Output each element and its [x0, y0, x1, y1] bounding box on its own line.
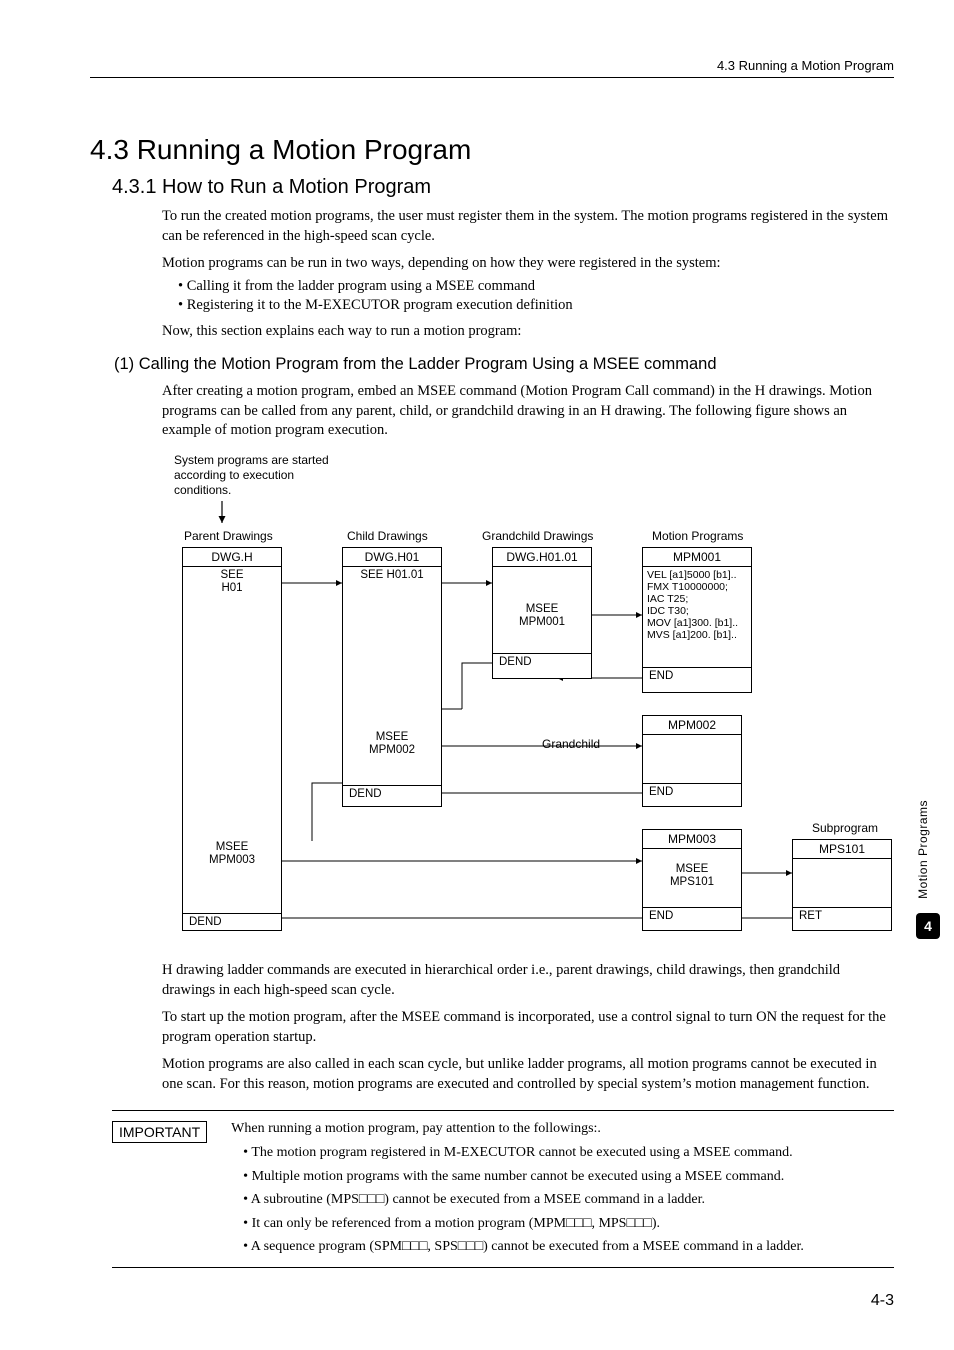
important-item: • A sequence program (SPM□□□, SPS□□□) ca…	[243, 1237, 804, 1257]
child-drawing-box: DWG.H01 SEE H01.01 MSEE MPM002 DEND	[342, 547, 442, 807]
chapter-tab-label: Motion Programs	[916, 800, 930, 899]
subsection-title: 4.3.1 How to Run a Motion Program	[112, 176, 894, 199]
section-title: 4.3 Running a Motion Program	[90, 134, 894, 166]
mpm001-box: MPM001 VEL [a1]5000 [b1].. FMX T10000000…	[642, 547, 752, 693]
list-item: • Calling it from the ladder program usi…	[178, 278, 894, 295]
important-item: • A subroutine (MPS□□□) cannot be execut…	[243, 1190, 804, 1210]
paragraph: To start up the motion program, after th…	[162, 1008, 894, 1047]
parent-drawing-box: DWG.H SEE H01 MSEE MPM003 DEND	[182, 547, 282, 931]
paragraph: Motion programs are also called in each …	[162, 1055, 894, 1094]
important-item: • It can only be referenced from a motio…	[243, 1214, 804, 1234]
paragraph: Now, this section explains each way to r…	[162, 322, 894, 342]
subheading: (1) Calling the Motion Program from the …	[114, 355, 894, 374]
diagram-col-header: Child Drawings	[347, 529, 428, 543]
list-item: • Registering it to the M-EXECUTOR progr…	[178, 297, 894, 314]
running-head: 4.3 Running a Motion Program	[90, 58, 894, 78]
flow-diagram: System programs are started according to…	[162, 453, 922, 953]
mps101-box: MPS101 RET	[792, 839, 892, 931]
important-lead: When running a motion program, pay atten…	[231, 1119, 804, 1139]
grandchild-drawing-box: DWG.H01.01 MSEE MPM001 DEND	[492, 547, 592, 679]
diagram-col-header: Subprogram	[812, 821, 878, 835]
paragraph: To run the created motion programs, the …	[162, 207, 894, 246]
diagram-col-header: Parent Drawings	[184, 529, 273, 543]
important-item: • The motion program registered in M-EXE…	[243, 1143, 804, 1163]
mpm002-box: MPM002 END	[642, 715, 742, 807]
chapter-tab: Motion Programs 4	[916, 800, 940, 939]
important-item: • Multiple motion programs with the same…	[243, 1167, 804, 1187]
mpm003-box: MPM003 MSEE MPS101 END	[642, 829, 742, 931]
diagram-col-header: Motion Programs	[652, 529, 743, 543]
page-number: 4-3	[871, 1292, 894, 1310]
paragraph: Motion programs can be run in two ways, …	[162, 254, 894, 274]
important-tag: IMPORTANT	[112, 1121, 207, 1143]
diagram-col-header: Grandchild Drawings	[482, 529, 593, 543]
paragraph: After creating a motion program, embed a…	[162, 382, 894, 441]
chapter-number-chip: 4	[916, 913, 940, 939]
important-note: IMPORTANT When running a motion program,…	[112, 1110, 894, 1268]
diagram-label: Grandchild	[542, 737, 600, 751]
paragraph: H drawing ladder commands are executed i…	[162, 961, 894, 1000]
